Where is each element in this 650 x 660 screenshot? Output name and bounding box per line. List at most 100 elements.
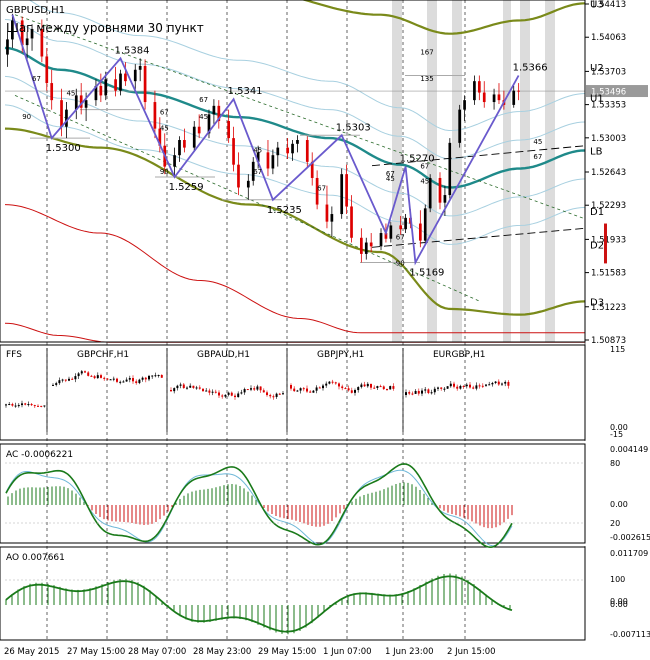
panel-axis-label: 80 xyxy=(610,459,620,468)
level-label: U1 xyxy=(590,93,604,104)
candle-body xyxy=(296,140,299,144)
candle-body xyxy=(291,143,294,154)
mini-candle-body xyxy=(507,381,510,386)
panel-axis-label: 0.00 xyxy=(610,597,628,606)
lower-red-line xyxy=(4,204,585,334)
candle-body xyxy=(25,38,29,46)
mini-candle-body xyxy=(100,375,102,378)
candle-body xyxy=(305,140,309,162)
mini-candle-body xyxy=(132,378,134,382)
mini-candle-body xyxy=(379,386,382,388)
mini-candle-body xyxy=(376,386,379,388)
mini-candle-body xyxy=(350,390,353,393)
mini-candle-body xyxy=(411,393,414,395)
mini-candle-body xyxy=(449,383,452,387)
mini-candle-body xyxy=(427,389,430,394)
indicator-panels: FFS GBPCHF,H1 GBPAUD,H1 GBPJPY,H1 EURGBP,H1 1… xyxy=(5,345,650,639)
candle-body xyxy=(404,217,407,230)
panel-axis-label: 100 xyxy=(610,575,625,584)
candle-body xyxy=(517,90,520,92)
candle-body xyxy=(227,121,230,139)
fib-level-label: 67 xyxy=(420,162,429,170)
mini-candle-body xyxy=(389,386,392,390)
candle-body xyxy=(310,161,314,178)
candle-body xyxy=(330,214,334,222)
mini-candle-body xyxy=(125,379,128,382)
pivot-label: 1.5259 xyxy=(169,182,204,193)
pivot-label: 1.5303 xyxy=(336,122,371,133)
mini-candle-body xyxy=(170,390,172,392)
mini-candle-body xyxy=(138,379,141,384)
mini-candle-body xyxy=(160,374,163,378)
mini-candle-body xyxy=(176,385,179,389)
mini-candle-body xyxy=(497,381,500,385)
fib-level-label: 45 xyxy=(420,178,429,186)
candle-body xyxy=(79,95,83,108)
price-axis: 1.54413 1.54063 1.53703 1.53353 1.53003 1.526… xyxy=(0,0,648,641)
price-tick-label: 1.53353 xyxy=(591,101,626,111)
level-label: U2 xyxy=(590,63,604,74)
panel-axis-label: 0.011709 xyxy=(610,549,648,558)
mini-candle-body xyxy=(55,383,58,385)
mini-candle-body xyxy=(272,396,275,398)
fib-level-label: 45 xyxy=(66,89,75,97)
mini-candle-body xyxy=(331,381,334,383)
pivot-label: 1.5300 xyxy=(46,143,81,154)
candle-body xyxy=(399,225,403,230)
session-band xyxy=(427,0,437,342)
pivot-label: 1.5169 xyxy=(409,267,444,278)
mini-candle-body xyxy=(84,371,86,373)
candle-body xyxy=(286,147,289,154)
candle-body xyxy=(315,177,319,205)
session-band xyxy=(545,0,555,342)
mini-candle-body xyxy=(328,381,331,384)
candle-body xyxy=(153,102,157,129)
mid-band xyxy=(4,75,586,217)
mini-candle-body xyxy=(293,388,296,392)
candle-body xyxy=(256,152,260,162)
time-tick-label: 29 May 15:00 xyxy=(258,647,316,657)
panel-axis-label: 0.004149 xyxy=(610,445,648,454)
price-tick-label: 1.54063 xyxy=(591,33,626,43)
mini-candle-body xyxy=(488,384,491,386)
candle-body xyxy=(384,233,388,239)
candle-body xyxy=(138,65,142,70)
mini-candle-body xyxy=(182,384,185,389)
fib-level-label: 67 xyxy=(199,96,208,104)
fib-level-label: 45 xyxy=(160,125,169,133)
candle-body xyxy=(246,180,250,188)
fib-level-label: 67 xyxy=(396,234,405,242)
panel-frame xyxy=(0,344,586,441)
ao-main-line xyxy=(5,575,513,633)
time-tick-label: 1 Jun 07:00 xyxy=(323,647,372,657)
mini-candle-body xyxy=(256,386,259,390)
mini-candle-body xyxy=(266,392,268,396)
level-label: D3 xyxy=(590,297,604,308)
fib-level-label: 67 xyxy=(160,108,169,116)
mini-candle-body xyxy=(386,389,388,391)
mini-candle-body xyxy=(318,387,321,389)
candle-body xyxy=(183,140,186,148)
zigzag-lines xyxy=(11,14,520,266)
mini-candle-body xyxy=(424,389,427,391)
candle-body xyxy=(217,105,221,122)
fib-level-label: 90 xyxy=(160,168,169,176)
mid-band xyxy=(4,19,586,160)
mini-candle-body xyxy=(230,392,233,396)
mini-candle-body xyxy=(119,381,122,383)
time-axis: 26 May 2015 27 May 15:00 28 May 07:00 28 Ma… xyxy=(4,647,496,657)
candle-body xyxy=(473,81,476,101)
mini-candle-body xyxy=(338,383,340,387)
candle-body xyxy=(207,114,211,134)
panel-axis-label: 20 xyxy=(610,519,620,528)
mini-candle-body xyxy=(93,376,96,379)
session-band xyxy=(520,0,530,342)
mini-candle-body xyxy=(262,390,265,393)
level-labels: U3 U2 U1 LB D1 D2 D3 xyxy=(590,0,604,308)
fib-level-label: 90 xyxy=(22,113,31,121)
mini-candle-body xyxy=(71,378,74,380)
panel-name: AO 0.007661 xyxy=(6,553,65,563)
candle-body xyxy=(40,28,44,57)
candle-body xyxy=(119,73,122,91)
level-label: D1 xyxy=(590,207,604,218)
